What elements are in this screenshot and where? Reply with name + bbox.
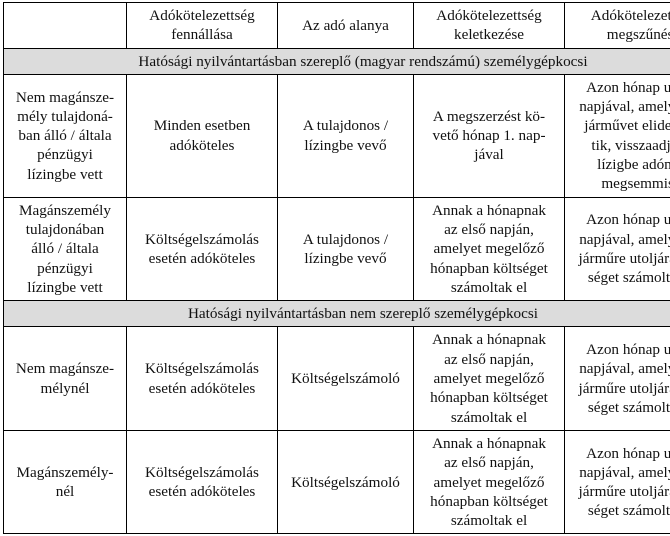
cell-subject: Magánszemély tulajdonában álló / általa … xyxy=(3,196,127,302)
cell-subject: Magánszemély- nél xyxy=(3,429,127,535)
column-header-liability-end: Adókötelezettség megszűnése xyxy=(564,2,670,49)
cell-liability-exists-text: Költségelszámolás esetén adóköteles xyxy=(145,463,259,501)
section-header-cell: Hatósági nyilvántartásban szereplő (magy… xyxy=(3,47,670,75)
cell-subject: Nem magánsze- mélynél xyxy=(3,326,127,431)
section-header-label: Hatósági nyilvántartásban nem szereplő s… xyxy=(187,305,539,323)
cell-liability-start: Annak a hónapnak az első napján, amelyet… xyxy=(413,429,565,535)
table-row: Nem magánsze- mélynél Költségelszámolás … xyxy=(3,326,670,431)
cell-liability-exists: Költségelszámolás esetén adóköteles xyxy=(126,196,278,302)
cell-liability-end: Azon hónap utolsó napjával, amelyben a j… xyxy=(564,73,670,198)
cell-subject-text: Magánszemély- nél xyxy=(16,463,114,501)
cell-tax-subject-text: A tulajdonos / lízingbe vevő xyxy=(302,117,389,154)
cell-liability-start: Annak a hónapnak az első napján, amelyet… xyxy=(413,326,565,431)
section-header-cell: Hatósági nyilvántartásban nem szereplő s… xyxy=(3,300,670,328)
column-header-liability-exists-label: Adókötelezettség fennállása xyxy=(149,7,255,44)
column-header-subject xyxy=(3,2,127,49)
table-body: Hatósági nyilvántartásban szereplő (magy… xyxy=(3,47,670,535)
cell-liability-exists-text: Költségelszámolás esetén adóköteles xyxy=(145,360,259,397)
cell-liability-end: Azon hónap utolsó napjával, amelyben a j… xyxy=(564,326,670,431)
table-row: Magánszemély- nél Költségelszámolás eset… xyxy=(3,429,670,535)
column-header-liability-start-label: Adókötelezettség keletkezése xyxy=(436,7,542,44)
cell-liability-exists: Költségelszámolás esetén adóköteles xyxy=(126,429,278,535)
cell-tax-subject: A tulajdonos / lízingbe vevő xyxy=(277,196,414,302)
cell-tax-subject-text: A tulajdonos / lízingbe vevő xyxy=(302,230,389,267)
cell-liability-start-text: A megszerzést kö- vető hónap 1. nap- jáv… xyxy=(432,107,546,164)
section-header-label: Hatósági nyilvántartásban szereplő (magy… xyxy=(138,52,588,70)
cell-liability-end-text: Azon hónap utolsó napjával, amelyben a j… xyxy=(578,211,670,287)
cell-liability-end-text: Azon hónap utolsó napjával, amelyben a j… xyxy=(578,444,670,520)
cell-liability-exists: Költségelszámolás esetén adóköteles xyxy=(126,326,278,431)
cell-subject-text: Magánszemély tulajdonában álló / általa … xyxy=(19,201,111,296)
table-header-row: Adókötelezettség fennállása Az adó alany… xyxy=(3,2,670,49)
column-header-liability-end-label: Adókötelezettség megszűnése xyxy=(590,7,670,44)
table-row: Nem magánsze- mély tulajdoná- ban álló /… xyxy=(3,73,670,198)
section-header-row: Hatósági nyilvántartásban szereplő (magy… xyxy=(3,47,670,75)
vehicle-tax-liability-table: Adókötelezettség fennállása Az adó alany… xyxy=(3,2,670,535)
cell-tax-subject: Költségelszámoló xyxy=(277,326,414,431)
column-header-liability-start: Adókötelezettség keletkezése xyxy=(413,2,565,49)
cell-liability-start-text: Annak a hónapnak az első napján, amelyet… xyxy=(430,434,548,530)
cell-liability-start: A megszerzést kö- vető hónap 1. nap- jáv… xyxy=(413,73,565,198)
cell-liability-end-text: Azon hónap utolsó napjával, amelyben a j… xyxy=(579,78,670,193)
cell-liability-end: Azon hónap utolsó napjával, amelyben a j… xyxy=(564,429,670,535)
cell-liability-start-text: Annak a hónapnak az első napján, amelyet… xyxy=(430,331,548,426)
cell-liability-start-text: Annak a hónapnak az első napján, amelyet… xyxy=(430,201,548,296)
cell-tax-subject-text: Költségelszámoló xyxy=(291,370,400,388)
cell-tax-subject: Költségelszámoló xyxy=(277,429,414,535)
cell-subject-text: Nem magánsze- mély tulajdoná- ban álló /… xyxy=(15,88,115,183)
cell-liability-end: Azon hónap utolsó napjával, amelyben a j… xyxy=(564,196,670,302)
cell-liability-end-text: Azon hónap utolsó napjával, amelyben a j… xyxy=(578,341,670,416)
cell-liability-start: Annak a hónapnak az első napján, amelyet… xyxy=(413,196,565,302)
cell-liability-exists: Minden esetben adóköteles xyxy=(126,73,278,198)
section-header-row: Hatósági nyilvántartásban nem szereplő s… xyxy=(3,300,670,328)
cell-subject: Nem magánsze- mély tulajdoná- ban álló /… xyxy=(3,73,127,198)
column-header-liability-exists: Adókötelezettség fennállása xyxy=(126,2,278,49)
cell-liability-exists-text: Minden esetben adóköteles xyxy=(153,117,251,154)
cell-tax-subject-text: Költségelszámoló xyxy=(291,473,400,491)
table-row: Magánszemély tulajdonában álló / általa … xyxy=(3,196,670,302)
cell-tax-subject: A tulajdonos / lízingbe vevő xyxy=(277,73,414,198)
table-header: Adókötelezettség fennállása Az adó alany… xyxy=(3,2,670,49)
cell-subject-text: Nem magánsze- mélynél xyxy=(15,360,115,397)
column-header-tax-subject-label: Az adó alanya xyxy=(302,16,389,34)
cell-liability-exists-text: Költségelszámolás esetén adóköteles xyxy=(145,230,259,267)
column-header-tax-subject: Az adó alanya xyxy=(277,2,414,49)
